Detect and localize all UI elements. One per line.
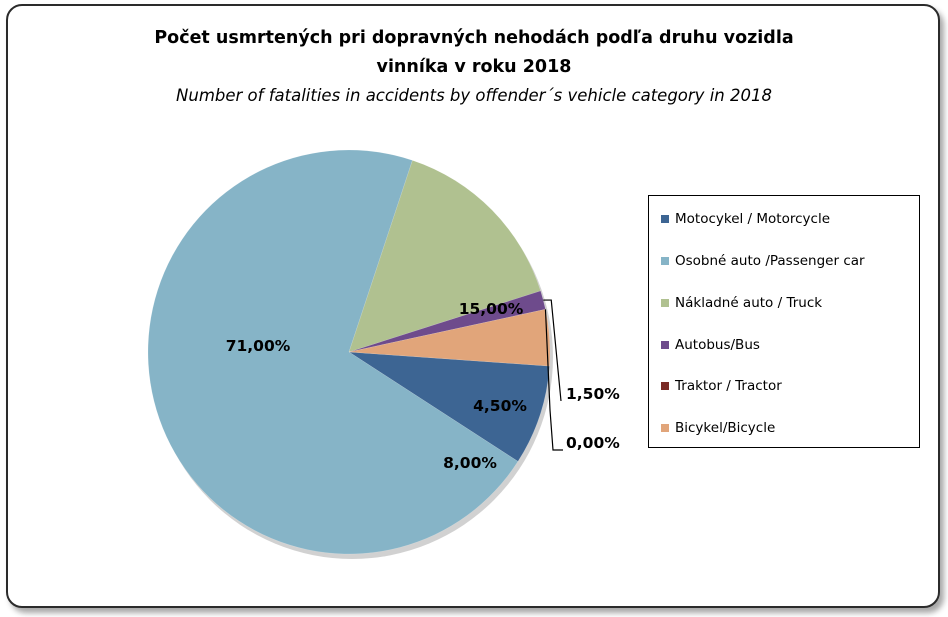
- legend-label: Osobné auto /Passenger car: [675, 253, 865, 269]
- data-label-1: 71,00%: [226, 337, 291, 355]
- legend-item-3: Autobus/Bus: [661, 336, 760, 354]
- legend-label: Nákladné auto / Truck: [675, 295, 823, 311]
- legend: Motocykel / Motorcycle Osobné auto /Passe…: [648, 195, 920, 448]
- legend-label: Traktor / Tractor: [675, 378, 782, 394]
- legend-label: Motocykel / Motorcycle: [675, 211, 830, 227]
- legend-item-2: Nákladné auto / Truck: [661, 294, 822, 312]
- leader-line-traktor: [544, 309, 563, 451]
- data-label-5: 4,50%: [473, 397, 527, 415]
- legend-swatch: [661, 215, 669, 223]
- legend-label: Bicykel/Bicycle: [675, 420, 776, 436]
- leader-line-autobus: [543, 299, 562, 402]
- legend-item-4: Traktor / Tractor: [661, 377, 782, 395]
- legend-item-0: Motocykel / Motorcycle: [661, 210, 830, 228]
- legend-item-1: Osobné auto /Passenger car: [661, 252, 865, 270]
- data-label-3: 1,50%: [566, 385, 620, 403]
- legend-item-5: Bicykel/Bicycle: [661, 419, 775, 437]
- chart-title-line2: vinníka v roku 2018: [376, 57, 572, 77]
- data-label-4: 0,00%: [566, 434, 620, 452]
- data-label-2: 15,00%: [459, 300, 524, 318]
- pie-slice-2: [348, 160, 541, 353]
- legend-label: Autobus/Bus: [675, 337, 760, 353]
- legend-swatch: [661, 299, 669, 307]
- legend-swatch: [661, 257, 669, 265]
- chart-subtitle: Number of fatalities in accidents by off…: [176, 86, 772, 105]
- data-label-0: 8,00%: [443, 454, 497, 472]
- pie-slice-1: [147, 149, 519, 555]
- legend-swatch: [661, 341, 669, 349]
- legend-swatch: [661, 382, 669, 390]
- chart-title: Počet usmrtených pri dopravných nehodách…: [154, 28, 794, 48]
- pie-slice-0: [348, 351, 550, 462]
- legend-swatch: [661, 424, 669, 432]
